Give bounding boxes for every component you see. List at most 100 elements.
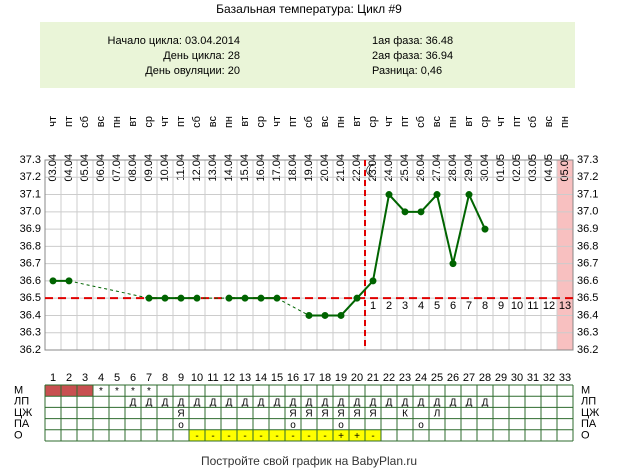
weekday-label: ср	[143, 116, 155, 128]
x-tick-label: 27	[463, 372, 475, 384]
temperature-point	[337, 311, 345, 319]
date-label: 21.04	[335, 154, 347, 182]
chart-title: Базальная температура: Цикл #9	[216, 2, 402, 16]
cell-text: Д	[226, 397, 233, 408]
y-tick-label: 36.7	[20, 258, 41, 270]
x-tick-label: 10	[191, 372, 203, 384]
cell-text: +	[354, 431, 360, 442]
row-label: ЦЖ	[14, 407, 32, 419]
y-tick-label: 36.7	[577, 258, 598, 270]
summary-text: Разница: 0,46	[372, 65, 442, 77]
cell-text: Д	[482, 397, 489, 408]
weekday-label: сб	[415, 116, 427, 128]
temperature-point	[225, 294, 233, 302]
date-label: 20.04	[319, 154, 331, 182]
weekday-label: чт	[383, 116, 395, 127]
cell-text: Д	[306, 397, 313, 408]
filled-cell	[237, 429, 253, 441]
filled-cell	[253, 429, 269, 441]
weekday-label: пн	[559, 116, 571, 128]
x-tick-label: 30	[511, 372, 523, 384]
weekday-label: ср	[479, 116, 491, 128]
y-tick-label: 37.2	[577, 171, 598, 183]
y-tick-label: 36.9	[577, 223, 598, 235]
x-tick-label: 7	[146, 372, 152, 384]
weekday-label: вс	[95, 116, 107, 128]
cell-text: Я	[337, 409, 344, 420]
luteal-day: 10	[511, 300, 523, 312]
date-label: 19.04	[303, 154, 315, 182]
weekday-label: вт	[239, 116, 251, 127]
y-tick-label: 36.5	[20, 292, 41, 304]
y-tick-label: 37.3	[20, 154, 41, 166]
x-tick-label: 3	[82, 372, 88, 384]
row-label: О	[581, 429, 590, 441]
cell-text: *	[131, 386, 135, 397]
cell-text: о	[418, 420, 424, 431]
date-label: 04.05	[543, 154, 555, 182]
temperature-point	[449, 260, 457, 268]
luteal-day: 12	[543, 300, 555, 312]
date-label: 02.05	[511, 154, 523, 182]
cell-text: -	[227, 431, 230, 442]
cell-text: *	[147, 386, 151, 397]
summary-text: 1ая фаза: 36.48	[372, 35, 453, 47]
footer: Постройте свой график на BabyPlan.ru	[201, 454, 417, 468]
luteal-day: 7	[466, 300, 472, 312]
temperature-point	[433, 191, 441, 199]
gap-connector	[68, 280, 150, 299]
summary-text: День овуляции: 20	[145, 65, 240, 77]
date-label: 05.05	[559, 154, 571, 182]
date-label: 05.04	[79, 154, 91, 182]
weekday-label: сб	[191, 116, 203, 128]
date-label: 07.04	[111, 154, 123, 182]
x-tick-label: 15	[271, 372, 283, 384]
weekday-label: пт	[175, 116, 187, 127]
shaded-day	[557, 160, 573, 350]
filled-cell	[221, 429, 237, 441]
luteal-day: 3	[402, 300, 408, 312]
x-tick-label: 12	[223, 372, 235, 384]
x-tick-label: 6	[130, 372, 136, 384]
cell-text: Д	[322, 397, 329, 408]
y-tick-label: 36.3	[20, 327, 41, 339]
y-tick-label: 36.5	[577, 292, 598, 304]
x-tick-label: 26	[447, 372, 459, 384]
x-tick-label: 21	[367, 372, 379, 384]
cell-text: -	[243, 431, 246, 442]
date-label: 24.04	[383, 154, 395, 182]
date-label: 08.04	[127, 154, 139, 182]
x-tick-label: 2	[66, 372, 72, 384]
luteal-day: 4	[418, 300, 424, 312]
y-tick-label: 36.3	[577, 327, 598, 339]
y-tick-label: 36.8	[20, 240, 41, 252]
cell-text: Д	[146, 397, 153, 408]
date-label: 15.04	[239, 154, 251, 182]
cell-text: +	[338, 431, 344, 442]
cell-text: Я	[177, 409, 184, 420]
weekday-label: сб	[79, 116, 91, 128]
weekday-label: чт	[47, 116, 59, 127]
cell-text: -	[211, 431, 214, 442]
date-label: 17.04	[271, 154, 283, 182]
date-label: 09.04	[143, 154, 155, 182]
cell-text: Д	[354, 397, 361, 408]
row-label: ЦЖ	[581, 407, 599, 419]
temperature-point	[193, 294, 201, 302]
filled-cell	[285, 429, 301, 441]
row-label: ЛП	[581, 396, 596, 408]
temperature-point	[241, 294, 249, 302]
weekday-label: ср	[255, 116, 267, 128]
x-tick-label: 18	[319, 372, 331, 384]
x-tick-label: 22	[383, 372, 395, 384]
cell-text: Д	[402, 397, 409, 408]
y-tick-label: 37.3	[577, 154, 598, 166]
weekday-label: вт	[463, 116, 475, 127]
x-tick-label: 25	[431, 372, 443, 384]
weekday-label: вс	[207, 116, 219, 128]
luteal-day: 11	[527, 300, 538, 312]
weekday-label: вс	[431, 116, 443, 128]
filled-cell	[317, 429, 333, 441]
x-tick-label: 29	[495, 372, 507, 384]
temperature-point	[65, 277, 73, 285]
